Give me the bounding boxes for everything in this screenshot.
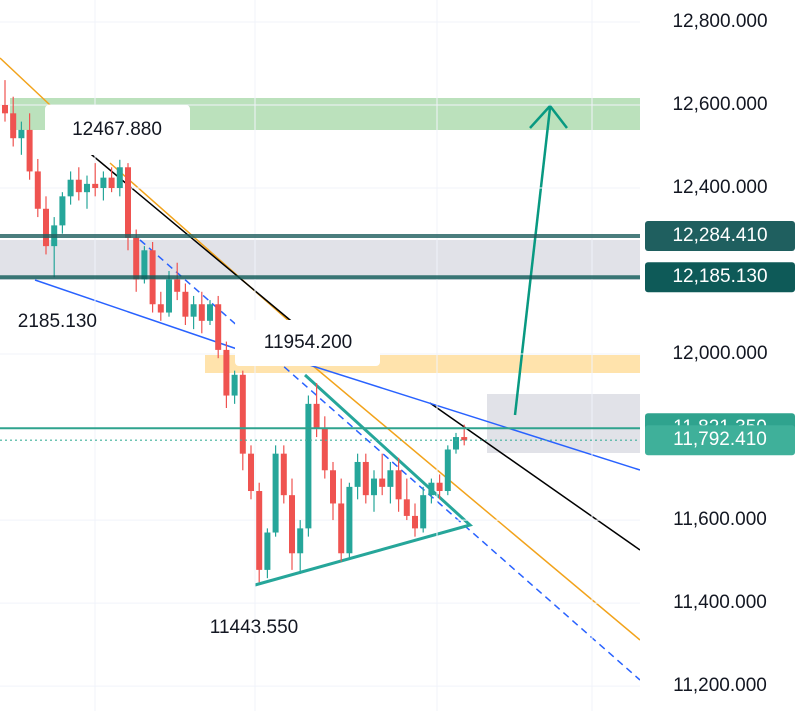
y-tick-label: 12,600.000 — [672, 94, 767, 115]
triangle — [254, 373, 474, 587]
candle-body — [379, 478, 386, 487]
annotation: 2185.130 — [18, 311, 97, 332]
candle-body — [157, 304, 164, 313]
candle-body — [100, 177, 107, 189]
candle-body — [166, 279, 172, 313]
candle-body — [248, 453, 254, 492]
y-tick-label: 12,800.000 — [672, 11, 767, 32]
candle-body — [453, 437, 459, 450]
candle-body — [26, 129, 33, 172]
trendline — [34, 279, 241, 351]
y-tick-label: 11,200.000 — [673, 675, 767, 696]
candle-body — [198, 304, 205, 321]
candle-body — [387, 470, 394, 487]
candle-body — [264, 532, 271, 570]
candle-body — [297, 528, 304, 554]
candle-body — [59, 196, 66, 226]
candle-body — [34, 171, 41, 209]
candle-body — [330, 470, 336, 504]
label-box — [45, 105, 190, 155]
candle-body — [231, 374, 238, 396]
y-tick-label: 11,600.000 — [673, 509, 767, 530]
price-tag — [645, 425, 795, 456]
annotation: 12467.880 — [72, 119, 162, 140]
price-axis — [640, 0, 800, 711]
candle-body — [305, 403, 312, 529]
candle-body — [174, 279, 181, 292]
label-box — [235, 320, 380, 366]
candle-body — [223, 349, 230, 396]
candle-body — [182, 291, 189, 317]
trendline — [299, 361, 641, 471]
candle-body — [108, 177, 115, 189]
candle-body — [10, 113, 17, 139]
resistance-zone — [0, 240, 640, 280]
candle-body — [371, 478, 377, 496]
candle-body — [395, 470, 402, 500]
candle-body — [141, 250, 148, 280]
candle-body — [256, 491, 263, 570]
candle-body — [116, 167, 123, 189]
candle-body — [436, 482, 443, 492]
breakout-zone — [487, 394, 640, 453]
candle-body — [362, 461, 369, 496]
candle-body — [338, 503, 345, 554]
price-tag — [645, 262, 795, 293]
price-tag-label: 12,185.130 — [672, 266, 767, 287]
candle-body — [2, 105, 8, 114]
candle-body — [289, 495, 295, 554]
candle-body — [428, 482, 435, 496]
candle-body — [444, 449, 451, 492]
y-tick-label: 12,000.000 — [672, 343, 767, 364]
candle-body — [125, 167, 131, 238]
price-tag — [645, 220, 795, 251]
candle-body — [346, 486, 353, 554]
candle-body — [207, 304, 213, 321]
candle-body — [75, 179, 82, 193]
candle-body — [461, 437, 468, 441]
annotations: 12467.880 2185.130 11954.200 11443.550 — [18, 105, 380, 638]
y-tick-label: 12,400.000 — [672, 177, 767, 198]
axis-labels: 11,200.000 11,400.000 11,600.000 12,000.000… — [645, 11, 795, 696]
candle-body — [239, 374, 246, 454]
candle-body — [18, 129, 25, 139]
arrow — [513, 107, 552, 416]
candle-body — [215, 304, 222, 350]
candle-body — [313, 403, 320, 429]
annotation: 11443.550 — [210, 617, 298, 638]
candle-body — [321, 428, 328, 471]
candle-body — [412, 515, 418, 529]
candle-body — [190, 304, 197, 317]
trendline — [299, 354, 641, 641]
candle-body — [354, 461, 361, 487]
candle-body — [403, 499, 410, 516]
candle-body — [420, 495, 427, 529]
arrow-head — [529, 104, 568, 129]
y-tick-label: 11,400.000 — [673, 592, 767, 613]
candle-body — [92, 183, 99, 189]
price-tag-label: 12,284.410 — [672, 225, 767, 246]
price-tag-label: 11,792.410 — [673, 429, 767, 450]
candle-body — [272, 453, 279, 533]
candle-body — [43, 208, 49, 247]
trendline — [0, 57, 51, 106]
candle-body — [84, 183, 90, 193]
annotation: 11954.200 — [264, 332, 352, 353]
candle-body — [67, 179, 74, 197]
candle-body — [280, 453, 287, 496]
candle-body — [133, 237, 140, 280]
trendline — [139, 239, 641, 681]
